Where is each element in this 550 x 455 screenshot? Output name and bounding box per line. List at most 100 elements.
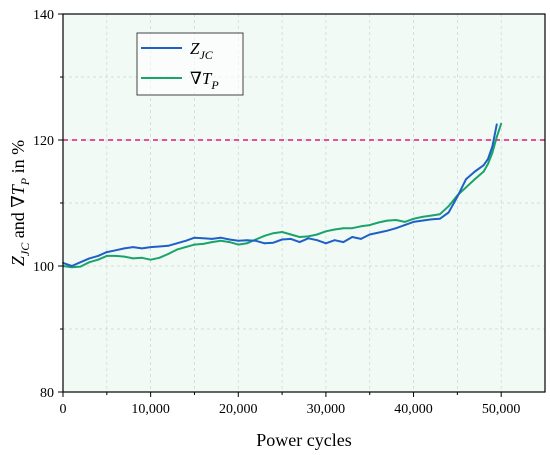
data-point <box>202 243 205 245</box>
data-point <box>421 219 424 222</box>
data-point <box>114 249 117 252</box>
data-point <box>473 178 476 180</box>
data-point <box>395 227 397 230</box>
data-point <box>325 230 327 233</box>
data-point <box>88 261 91 264</box>
legend-label-tp: ∇TP <box>190 69 219 92</box>
y-tick-label: 140 <box>33 8 54 23</box>
data-point <box>465 178 468 180</box>
data-point <box>184 239 187 242</box>
x-tick-label: 20,000 <box>219 402 258 417</box>
data-point <box>254 239 257 242</box>
data-point <box>298 236 301 238</box>
data-point <box>447 205 450 208</box>
data-point <box>421 215 424 218</box>
data-point <box>79 265 82 268</box>
data-point <box>105 251 108 254</box>
data-point <box>228 238 231 241</box>
data-point <box>289 238 292 240</box>
data-point <box>333 228 336 231</box>
series-layer <box>62 122 503 269</box>
data-point <box>487 158 489 160</box>
data-point <box>176 248 178 251</box>
data-point <box>342 227 345 230</box>
data-point <box>281 238 283 241</box>
data-point <box>167 244 170 247</box>
data-point <box>482 164 485 167</box>
data-point <box>438 217 441 220</box>
data-point <box>79 261 82 264</box>
data-point <box>289 233 292 236</box>
data-point <box>368 233 371 236</box>
data-point <box>211 241 213 243</box>
data-point <box>132 246 135 249</box>
x-tick-label: 0 <box>60 402 67 417</box>
data-point <box>351 227 354 230</box>
data-point <box>307 235 310 238</box>
data-point <box>386 229 389 232</box>
data-point <box>500 122 503 125</box>
data-point <box>491 145 494 148</box>
legend: ZJC ∇TP <box>136 32 244 96</box>
data-point <box>487 163 489 165</box>
data-point <box>386 219 389 222</box>
data-point <box>342 241 345 243</box>
data-point <box>228 241 231 243</box>
data-point <box>281 231 283 233</box>
data-point <box>97 255 99 257</box>
data-point <box>193 243 196 246</box>
data-point <box>447 211 450 214</box>
data-point <box>465 186 468 189</box>
data-point <box>403 221 406 223</box>
data-point <box>491 151 494 154</box>
data-point <box>237 243 240 246</box>
data-point <box>377 231 380 234</box>
data-point <box>123 255 126 258</box>
series-line-zjc <box>62 124 498 267</box>
data-point <box>140 256 143 259</box>
data-point <box>351 236 354 238</box>
data-point <box>140 247 143 250</box>
data-point <box>430 218 432 221</box>
x-axis-label: Power cycles <box>256 430 351 450</box>
data-point <box>395 219 397 221</box>
data-point <box>307 237 310 240</box>
legend-label-zjc: ZJC <box>190 39 214 62</box>
data-point <box>70 265 73 267</box>
data-point <box>246 239 248 242</box>
data-point <box>211 238 213 240</box>
data-point <box>495 123 498 126</box>
x-tick-label: 40,000 <box>394 402 433 417</box>
y-axis-label: ZJC and ∇TP in % <box>8 140 32 266</box>
data-point <box>316 239 319 242</box>
data-point <box>193 236 196 239</box>
data-point <box>88 257 91 260</box>
y-tick-label: 120 <box>33 134 54 149</box>
data-point <box>219 239 222 242</box>
data-point <box>219 236 222 239</box>
x-tick-label: 10,000 <box>131 402 170 417</box>
data-point <box>360 238 362 240</box>
data-point <box>97 258 99 261</box>
data-point <box>412 221 415 223</box>
x-tick-label: 30,000 <box>307 402 346 417</box>
data-point <box>325 242 327 245</box>
data-point <box>263 242 266 245</box>
data-point <box>430 214 432 217</box>
data-point <box>246 242 248 245</box>
data-point <box>495 135 498 138</box>
data-point <box>237 239 240 242</box>
data-point <box>368 224 371 226</box>
y-tick-label: 80 <box>40 386 54 401</box>
data-point <box>202 237 205 240</box>
data-point <box>184 246 187 249</box>
data-point <box>412 217 415 220</box>
data-point <box>298 241 301 243</box>
y-tick-label: 100 <box>33 260 54 275</box>
data-point <box>333 239 336 242</box>
data-point <box>263 234 266 237</box>
data-point <box>167 253 170 255</box>
data-point <box>158 245 161 248</box>
data-point <box>149 258 152 261</box>
